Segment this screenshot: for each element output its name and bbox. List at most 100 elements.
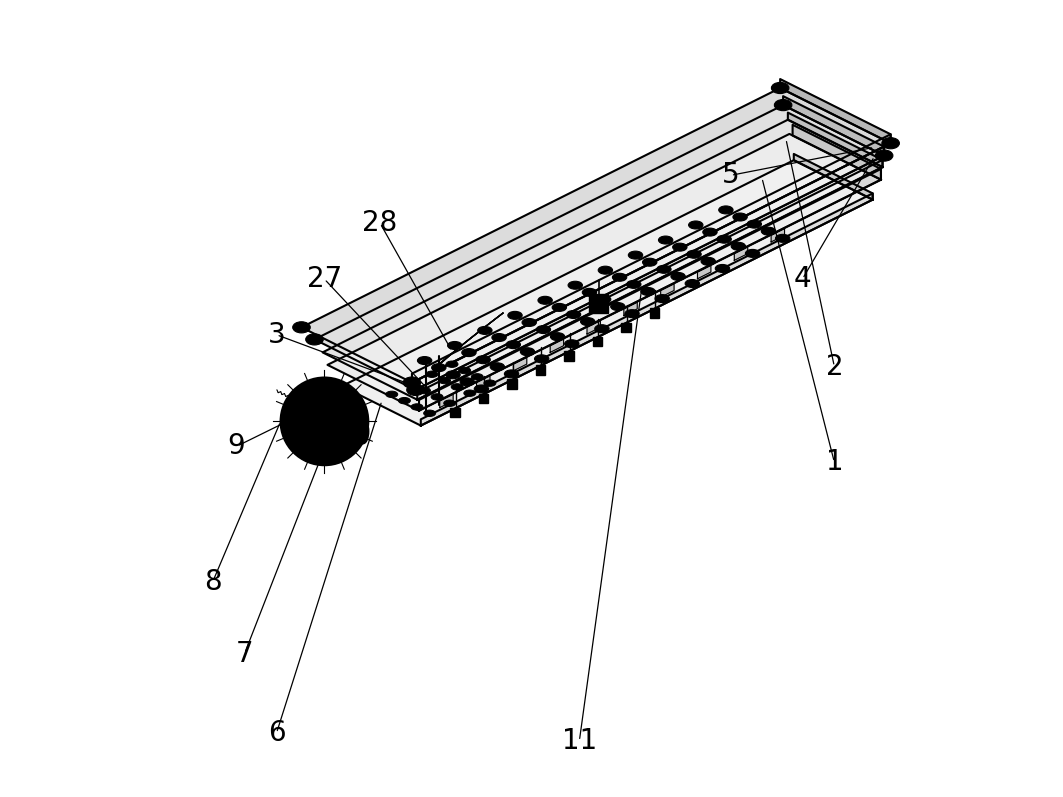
Ellipse shape (424, 410, 436, 417)
Polygon shape (794, 154, 873, 199)
Ellipse shape (745, 249, 760, 257)
Polygon shape (322, 120, 882, 400)
Ellipse shape (642, 258, 657, 266)
Bar (300, 419, 362, 443)
Bar (589, 294, 608, 313)
Ellipse shape (309, 336, 319, 343)
Bar (479, 394, 489, 403)
Ellipse shape (568, 281, 583, 289)
Polygon shape (302, 88, 891, 383)
Ellipse shape (776, 234, 790, 242)
Polygon shape (783, 96, 884, 155)
Ellipse shape (474, 385, 489, 393)
Ellipse shape (715, 265, 729, 273)
Polygon shape (421, 194, 873, 426)
Ellipse shape (461, 348, 476, 356)
Bar (593, 337, 603, 347)
Ellipse shape (580, 318, 595, 326)
Ellipse shape (522, 319, 537, 327)
Polygon shape (793, 125, 881, 179)
Ellipse shape (471, 374, 484, 380)
Ellipse shape (477, 327, 492, 335)
Ellipse shape (598, 266, 612, 274)
Ellipse shape (628, 251, 643, 259)
Bar (536, 365, 545, 375)
Ellipse shape (520, 347, 535, 355)
Bar (621, 323, 630, 332)
Text: 11: 11 (561, 727, 597, 756)
Ellipse shape (732, 213, 747, 221)
Ellipse shape (673, 243, 687, 251)
Ellipse shape (419, 387, 431, 394)
Polygon shape (416, 147, 884, 390)
Polygon shape (735, 247, 747, 261)
Ellipse shape (439, 378, 451, 384)
Ellipse shape (595, 324, 609, 332)
Ellipse shape (460, 378, 474, 386)
Ellipse shape (445, 371, 460, 379)
Ellipse shape (747, 220, 761, 228)
Ellipse shape (625, 310, 639, 318)
Ellipse shape (686, 280, 699, 288)
Text: 27: 27 (306, 265, 342, 293)
Ellipse shape (306, 334, 323, 345)
Ellipse shape (484, 380, 495, 387)
Polygon shape (587, 320, 601, 334)
Polygon shape (327, 134, 881, 410)
Ellipse shape (506, 340, 521, 348)
Ellipse shape (778, 102, 788, 108)
Text: 28: 28 (362, 209, 398, 238)
Ellipse shape (689, 221, 703, 229)
Ellipse shape (432, 363, 446, 371)
Ellipse shape (658, 236, 673, 244)
Ellipse shape (583, 289, 596, 296)
Ellipse shape (490, 363, 505, 371)
Polygon shape (780, 79, 891, 143)
Ellipse shape (297, 324, 306, 331)
Ellipse shape (610, 303, 625, 311)
Ellipse shape (411, 404, 423, 410)
Bar (507, 379, 517, 389)
Ellipse shape (626, 281, 641, 289)
Ellipse shape (718, 235, 731, 243)
Ellipse shape (399, 398, 410, 404)
Ellipse shape (671, 273, 686, 281)
Polygon shape (661, 284, 674, 297)
Ellipse shape (293, 419, 305, 443)
Ellipse shape (655, 295, 670, 303)
Ellipse shape (536, 326, 551, 334)
Polygon shape (419, 169, 881, 410)
Polygon shape (513, 357, 527, 371)
Ellipse shape (292, 322, 310, 333)
Text: 7: 7 (236, 639, 253, 668)
Polygon shape (418, 160, 882, 400)
Ellipse shape (885, 140, 895, 147)
Ellipse shape (426, 371, 438, 378)
Ellipse shape (508, 312, 522, 320)
Polygon shape (771, 229, 784, 242)
Text: 8: 8 (204, 567, 221, 596)
Ellipse shape (882, 138, 899, 149)
Ellipse shape (775, 84, 784, 91)
Text: 6: 6 (268, 719, 285, 748)
Polygon shape (315, 105, 884, 390)
Ellipse shape (702, 257, 715, 265)
Ellipse shape (875, 150, 893, 161)
Ellipse shape (596, 296, 611, 304)
Polygon shape (697, 265, 711, 279)
Text: 3: 3 (268, 320, 285, 349)
Ellipse shape (448, 341, 462, 349)
Ellipse shape (504, 370, 519, 378)
Ellipse shape (879, 152, 889, 159)
Polygon shape (440, 395, 453, 407)
Ellipse shape (386, 391, 398, 398)
Circle shape (311, 408, 338, 434)
Bar (451, 408, 460, 418)
Ellipse shape (463, 390, 476, 396)
Ellipse shape (687, 250, 702, 258)
Ellipse shape (719, 206, 733, 214)
Ellipse shape (551, 332, 564, 340)
Text: 1: 1 (826, 448, 843, 477)
Ellipse shape (407, 379, 417, 386)
Polygon shape (299, 424, 357, 453)
